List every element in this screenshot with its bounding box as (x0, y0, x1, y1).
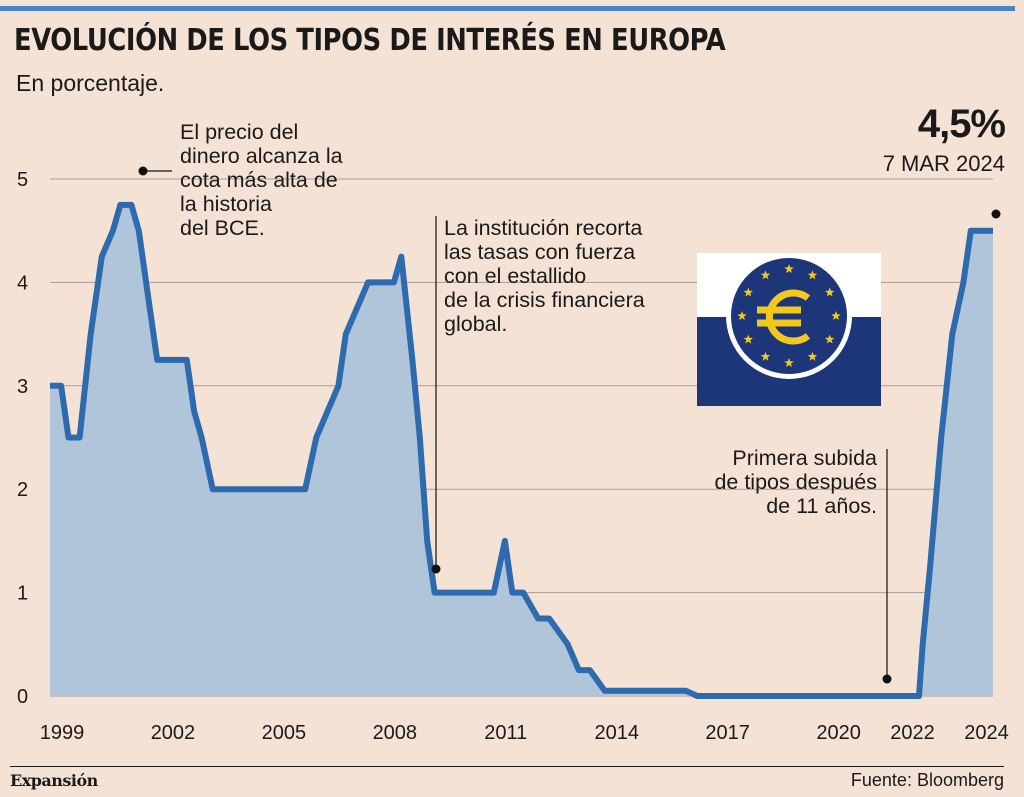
star-icon (824, 287, 835, 297)
annotation-leaders (138, 166, 1001, 684)
chart-subtitle: En porcentaje. (16, 70, 165, 96)
chart-title: EVOLUCIÓN DE LOS TIPOS DE INTERÉS EN EUR… (14, 23, 726, 58)
star-icon (760, 351, 771, 361)
star-icon (824, 334, 835, 344)
current-rate-value: 4,5% (917, 102, 1006, 146)
x-tick-label: 1999 (40, 722, 85, 744)
top-accent-rule (0, 6, 1015, 11)
star-icon (831, 311, 841, 321)
x-tick-label: 2020 (816, 722, 861, 744)
source-note: Fuente: Bloomberg (850, 770, 1004, 790)
star-icon (737, 311, 747, 321)
footer-rule (10, 766, 1004, 767)
rate-line (50, 201, 993, 699)
star-icon (807, 270, 818, 280)
star-icon (743, 334, 754, 344)
annotation-first-hike: Primera subida de tipos después de 11 añ… (714, 446, 877, 518)
x-tick-label: 2014 (594, 722, 639, 744)
star-icon (784, 358, 794, 368)
ecb-euro-logo (697, 253, 881, 406)
star-icon (760, 270, 771, 280)
y-tick-label: 1 (17, 583, 28, 605)
y-tick-label: 5 (17, 169, 28, 191)
x-tick-label: 2024 (964, 722, 1009, 744)
y-tick-label: 0 (17, 686, 28, 708)
euro-sign-icon (757, 289, 811, 345)
star-icon (807, 351, 818, 361)
star-icon (784, 264, 794, 274)
x-tick-label: 2005 (262, 722, 307, 744)
annotation-crisis-cut: La institución recorta las tasas con fue… (444, 216, 645, 336)
x-tick-label: 2022 (890, 722, 935, 744)
star-ring-icon (737, 264, 841, 368)
y-axis-ticks: 0 1 2 3 4 5 (17, 169, 28, 708)
y-tick-label: 3 (17, 376, 28, 398)
brand-logo: Expansión (10, 771, 98, 790)
annotation-peak: El precio del dinero alcanza la cota más… (180, 120, 343, 240)
x-tick-label: 2017 (705, 722, 750, 744)
x-axis-ticks: 1999 2002 2005 2008 2011 2014 2017 2020 2022 2024 (40, 722, 1009, 744)
x-tick-label: 2008 (373, 722, 418, 744)
x-tick-label: 2011 (484, 722, 527, 744)
star-icon (743, 287, 754, 297)
current-rate-date: 7 MAR 2024 (882, 151, 1005, 176)
y-tick-label: 2 (17, 479, 28, 501)
annotation-dot (991, 209, 1001, 219)
x-tick-label: 2002 (151, 722, 196, 744)
y-tick-label: 4 (17, 272, 28, 294)
rate-area (50, 204, 993, 696)
